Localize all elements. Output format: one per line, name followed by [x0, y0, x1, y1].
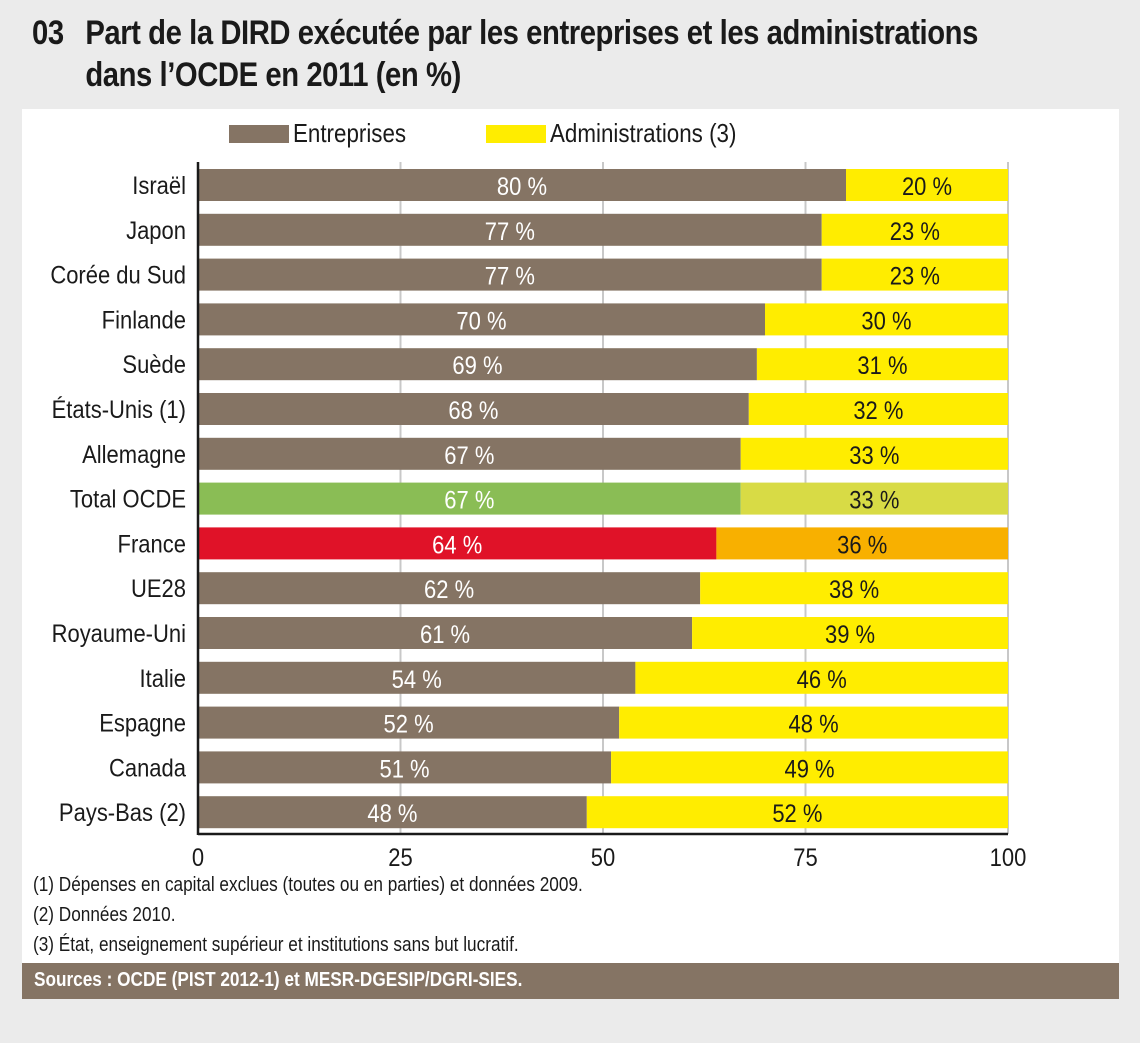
value-label-entreprises: 61 % — [420, 621, 470, 649]
title-line-2: dans l’OCDE en 2011 (en %) — [85, 56, 461, 94]
x-tick-label: 75 — [793, 844, 817, 870]
bar-entreprises — [198, 661, 636, 694]
value-label-administrations: 36 % — [837, 531, 887, 559]
value-label-administrations: 39 % — [825, 621, 875, 649]
value-label-administrations: 46 % — [797, 666, 847, 694]
category-label: Corée du Sud — [50, 261, 186, 289]
value-label-entreprises: 64 % — [432, 531, 482, 559]
category-label: États-Unis (1) — [52, 396, 186, 424]
bar-entreprises — [198, 751, 612, 784]
footnote-1: (1) Dépenses en capital exclues (toutes … — [33, 874, 583, 896]
bar-entreprises — [198, 617, 693, 649]
category-label: Allemagne — [82, 441, 186, 469]
category-label: Pays-Bas (2) — [59, 799, 186, 827]
bar-entreprises — [198, 527, 717, 560]
bar-entreprises — [198, 303, 765, 336]
value-label-entreprises: 62 % — [424, 576, 474, 604]
value-label-entreprises: 68 % — [448, 397, 498, 425]
legend-item-entreprises: Entreprises — [229, 118, 425, 149]
bar-administrations — [821, 258, 1008, 291]
legend-swatch-entreprises — [229, 124, 289, 143]
bar-entreprises — [198, 393, 749, 425]
category-label: Canada — [109, 754, 187, 782]
value-label-administrations: 49 % — [784, 755, 834, 783]
x-tick-label: 100 — [990, 844, 1027, 870]
source-text: Sources : OCDE (PIST 2012-1) et MESR-DGE… — [34, 969, 523, 991]
value-label-administrations: 23 % — [890, 218, 940, 246]
x-tick-label: 0 — [192, 844, 204, 870]
bar-administrations — [635, 661, 1008, 694]
bar-chart: Israël 80 % 20 % Japon 77 % 23 % Corée du Sud 7… — [50, 162, 1027, 870]
bar-entreprises — [198, 572, 701, 605]
value-label-entreprises: 77 % — [485, 218, 535, 246]
category-label: Israël — [132, 172, 186, 200]
x-tick-label: 25 — [388, 844, 412, 870]
value-label-administrations: 20 % — [902, 173, 952, 201]
value-label-administrations: 52 % — [772, 800, 822, 828]
footnote-3: (3) État, enseignement supérieur et inst… — [33, 934, 519, 956]
bar-administrations — [611, 751, 1008, 784]
footnote-2: (2) Données 2010. — [33, 904, 176, 926]
bar-administrations — [700, 572, 1008, 605]
value-label-entreprises: 48 % — [367, 800, 417, 828]
chart-number: 03 — [32, 14, 64, 52]
bar-entreprises — [198, 348, 757, 381]
category-label: Royaume-Uni — [52, 620, 186, 648]
value-label-entreprises: 52 % — [384, 710, 434, 738]
source-bar: Sources : OCDE (PIST 2012-1) et MESR-DGE… — [22, 963, 1119, 999]
category-label: Espagne — [99, 709, 186, 737]
category-label: France — [118, 530, 186, 558]
value-label-administrations: 38 % — [829, 576, 879, 604]
value-label-administrations: 30 % — [861, 307, 911, 335]
bar-entreprises — [198, 437, 741, 470]
bar-entreprises — [198, 169, 846, 201]
bar-administrations — [740, 437, 1008, 470]
legend: Entreprises Administrations (3) — [0, 118, 1140, 148]
bar-administrations — [716, 527, 1008, 560]
bar-administrations — [740, 482, 1008, 515]
bar-entreprises — [198, 213, 822, 246]
bar-entreprises — [198, 482, 741, 515]
value-label-entreprises: 51 % — [379, 755, 429, 783]
chart-title: 03 Part de la DIRD exécutée par les entre… — [32, 12, 1098, 96]
bar-administrations — [586, 796, 1008, 829]
value-label-administrations: 48 % — [789, 710, 839, 738]
category-label: Japon — [126, 217, 186, 245]
category-label: UE28 — [131, 575, 186, 603]
bar-administrations — [692, 617, 1008, 649]
bar-entreprises — [198, 796, 587, 829]
value-label-entreprises: 67 % — [444, 486, 494, 514]
category-label: Finlande — [102, 306, 186, 334]
legend-swatch-administrations — [486, 124, 546, 143]
value-label-entreprises: 80 % — [497, 173, 547, 201]
value-label-entreprises: 69 % — [452, 352, 502, 380]
bar-entreprises — [198, 258, 822, 291]
footnotes: (1) Dépenses en capital exclues (toutes … — [33, 870, 893, 960]
value-label-administrations: 33 % — [849, 486, 899, 514]
x-tick-label: 50 — [591, 844, 615, 870]
value-label-administrations: 23 % — [890, 262, 940, 290]
value-label-entreprises: 77 % — [485, 262, 535, 290]
legend-label-administrations: Administrations (3) — [550, 118, 737, 148]
bar-entreprises — [198, 706, 620, 739]
value-label-entreprises: 70 % — [456, 307, 506, 335]
legend-item-administrations: Administrations (3) — [486, 118, 767, 149]
value-label-entreprises: 54 % — [392, 666, 442, 694]
bar-administrations — [748, 393, 1008, 425]
value-label-administrations: 32 % — [853, 397, 903, 425]
category-label: Italie — [140, 665, 186, 693]
title-line-1: Part de la DIRD exécutée par les entrepr… — [85, 14, 978, 52]
bar-administrations — [846, 169, 1008, 201]
value-label-entreprises: 67 % — [444, 442, 494, 470]
value-label-administrations: 31 % — [857, 352, 907, 380]
bar-administrations — [765, 303, 1008, 336]
category-label: Suède — [122, 351, 186, 379]
bar-administrations — [821, 213, 1008, 246]
category-label: Total OCDE — [70, 485, 186, 513]
value-label-administrations: 33 % — [849, 442, 899, 470]
bar-administrations — [619, 706, 1008, 739]
bar-administrations — [756, 348, 1008, 381]
legend-label-entreprises: Entreprises — [293, 118, 407, 148]
